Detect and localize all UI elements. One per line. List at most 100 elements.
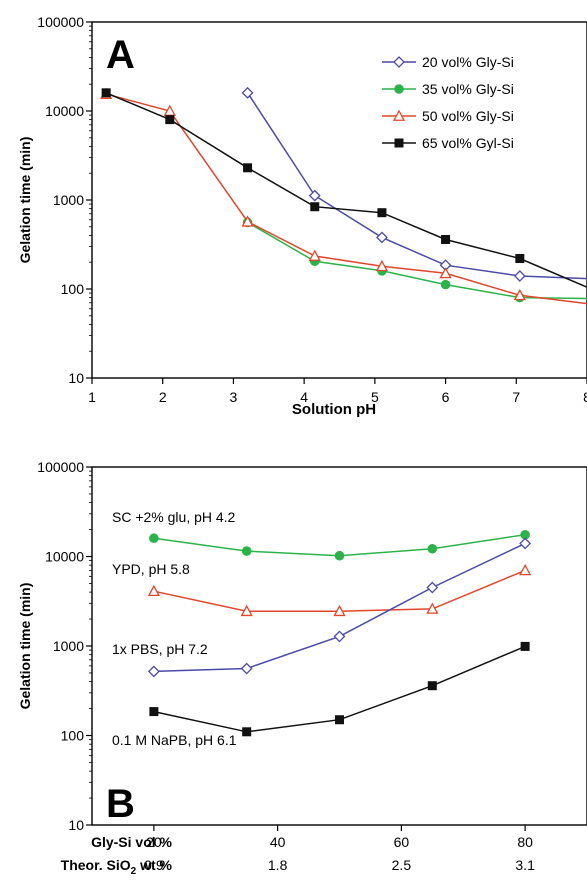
panel-label: B — [106, 782, 135, 826]
x-tick-label-secondary: 1.8 — [268, 857, 288, 873]
marker-diamond — [333, 630, 346, 643]
x-tick-label-secondary: 3.1 — [515, 857, 535, 873]
x-tick-label-secondary: 0.9 — [144, 857, 164, 873]
y-tick-label: 100000 — [37, 14, 84, 30]
marker-circle — [334, 550, 345, 561]
series-label: 1x PBS, pH 7.2 — [112, 641, 208, 657]
y-tick-label: 10000 — [45, 549, 84, 565]
x-row1-label: Gly-Si vol % — [91, 834, 172, 850]
marker-triangle — [513, 288, 526, 301]
marker-circle — [241, 546, 252, 556]
panel-label: A — [106, 33, 135, 77]
legend-entry: 50 vol% Gly-Si — [382, 108, 514, 124]
legend: 20 vol% Gly-Si 35 vol% Gly-Si 50 vol% Gly-… — [382, 54, 514, 151]
y-tick-label: 10000 — [45, 103, 84, 119]
series-line — [246, 92, 587, 280]
x-tick-label: 80 — [517, 834, 533, 850]
series-line — [105, 93, 587, 305]
marker-triangle — [519, 563, 532, 576]
legend-entry: 20 vol% Gly-Si — [382, 54, 514, 70]
marker-triangle — [333, 604, 346, 617]
marker-square — [335, 715, 344, 725]
marker-diamond — [240, 662, 253, 675]
x-row2-label-main: Theor. SiO — [61, 857, 131, 873]
marker-diamond — [147, 665, 160, 678]
plot-frame — [91, 21, 587, 379]
marker-diamond — [376, 231, 388, 244]
marker-square — [515, 254, 525, 264]
y-tick-label: 10 — [68, 370, 84, 386]
marker-diamond — [519, 537, 532, 550]
marker-square — [427, 681, 437, 691]
legend-label: 65 vol% Gyl-Si — [422, 135, 514, 151]
series-2 — [242, 217, 587, 303]
marker-diamond — [393, 56, 405, 68]
marker-triangle — [240, 604, 253, 617]
marker-triangle — [147, 584, 160, 597]
marker-triangle — [426, 602, 439, 614]
marker-triangle — [375, 259, 389, 272]
legend-label: 50 vol% Gly-Si — [422, 108, 514, 124]
marker-triangle — [439, 266, 452, 279]
marker-square — [243, 163, 253, 173]
x-tick-label: 60 — [394, 834, 410, 850]
x-tick-label: 6 — [442, 389, 450, 405]
marker-square — [394, 138, 404, 148]
x-row2-label: Theor. SiO2 wt % — [61, 857, 173, 877]
marker-square — [310, 202, 320, 212]
series-label: SC +2% glu, pH 4.2 — [112, 509, 236, 525]
x-row2-label-tail: wt % — [136, 857, 172, 873]
legend-entry: 35 vol% Gly-Si — [382, 81, 514, 97]
legend-label: 20 vol% Gly-Si — [422, 54, 514, 70]
chart-panel-b: 10 100 1000 10000 100000 Gelation time (min) B… — [17, 459, 587, 877]
y-tick-label: 100 — [61, 728, 85, 744]
chart-panel-a: 10 100 1000 10000 100000 Gelation time (min) A… — [17, 14, 587, 418]
y-axis-label: Gelation time (min) — [17, 583, 33, 710]
marker-square — [149, 707, 159, 717]
marker-circle — [440, 279, 451, 290]
x-tick-label: 40 — [270, 834, 286, 850]
series-1 — [241, 86, 587, 282]
x-tick-label: 20 — [146, 834, 162, 850]
x-axis-label: Solution pH — [292, 401, 376, 418]
series-3 — [147, 537, 532, 678]
marker-square — [441, 234, 451, 244]
x-tick-label: 1 — [88, 389, 96, 405]
marker-square — [165, 115, 175, 125]
marker-triangle — [241, 215, 254, 227]
y-tick-label: 10 — [68, 817, 84, 833]
marker-diamond — [308, 189, 321, 202]
marker-circle — [149, 533, 159, 544]
y-tick-label: 1000 — [53, 192, 84, 208]
marker-diamond — [241, 86, 254, 99]
x-tick-label: 5 — [371, 389, 379, 405]
marker-circle — [394, 84, 404, 94]
y-tick-label: 100000 — [37, 459, 84, 475]
x-row2-label-subscript: 2 — [131, 866, 137, 877]
x-tick-label: 2 — [159, 389, 167, 405]
marker-triangle — [308, 249, 321, 261]
marker-square — [101, 88, 111, 98]
y-axis-label: Gelation time (min) — [17, 137, 33, 264]
marker-triangle — [392, 109, 406, 121]
series-4 — [101, 88, 587, 288]
marker-square — [377, 208, 387, 218]
y-tick-label: 100 — [61, 281, 85, 297]
x-tick-label-secondary: 2.5 — [392, 857, 412, 873]
marker-diamond — [513, 270, 526, 282]
x-tick-label: 8 — [583, 389, 587, 405]
y-tick-label: 1000 — [53, 638, 84, 654]
series-2 — [147, 563, 532, 617]
series-line — [105, 92, 587, 288]
marker-square — [520, 641, 530, 651]
series-label: YPD, pH 5.8 — [112, 561, 190, 577]
marker-diamond — [426, 581, 439, 594]
x-tick-label: 7 — [512, 389, 520, 405]
marker-circle — [427, 543, 438, 554]
marker-square — [242, 727, 252, 737]
series-label: 0.1 M NaPB, pH 6.1 — [112, 732, 237, 748]
legend-entry: 65 vol% Gyl-Si — [382, 135, 514, 151]
x-tick-label: 4 — [300, 389, 308, 405]
series-line — [247, 221, 587, 300]
